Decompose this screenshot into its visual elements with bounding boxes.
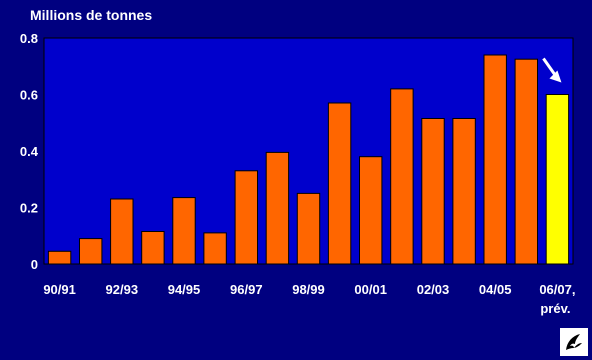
y-axis-label: Millions de tonnes: [30, 7, 152, 23]
logo: [560, 328, 588, 356]
bar-06-07-pr-v: [545, 94, 570, 265]
x-tick-label: 92/93: [106, 282, 139, 297]
bar-97-98: [265, 151, 290, 265]
forecast-arrow: [542, 57, 562, 83]
bar-95-96: [203, 232, 227, 265]
x-tick-label: 96/97: [230, 282, 263, 297]
x-tick-label: 06/07, prév.: [539, 282, 575, 316]
x-tick-label: 04/05: [479, 282, 512, 297]
bar-05-06: [514, 58, 538, 265]
bar-04-05: [483, 54, 507, 265]
x-tick-label: 90/91: [43, 282, 76, 297]
x-tick-label: 98/99: [292, 282, 325, 297]
bar-99-00: [327, 102, 352, 265]
bar-00-01: [359, 156, 383, 265]
bar-90-91: [47, 250, 72, 265]
bar-92-93: [110, 198, 134, 265]
y-tick-label: 0.2: [20, 201, 38, 216]
logo-icon: [566, 334, 582, 350]
bar-91-92: [79, 238, 103, 265]
bar-93-94: [141, 231, 165, 265]
bar-96-97: [234, 170, 259, 265]
bar-94-95: [172, 197, 196, 265]
y-tick-label: 0: [31, 257, 38, 272]
bar-03-04: [452, 118, 476, 265]
x-tick-label: 94/95: [168, 282, 201, 297]
y-tick-label: 0.8: [20, 31, 38, 46]
x-tick-label: 00/01: [354, 282, 387, 297]
y-tick-label: 0.4: [20, 144, 39, 159]
bar-01-02: [390, 88, 414, 265]
bar-02-03: [421, 118, 445, 265]
bar-98-99: [296, 192, 321, 265]
x-tick-label: 02/03: [417, 282, 450, 297]
y-tick-label: 0.6: [20, 88, 38, 103]
